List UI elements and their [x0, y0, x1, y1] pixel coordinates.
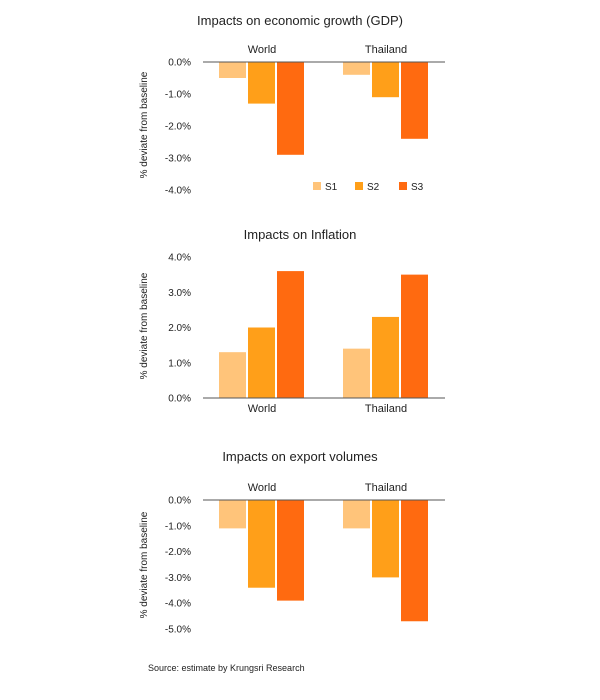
export-ytick-3: -3.0%	[165, 573, 191, 584]
export-bar-thailand-s3	[401, 500, 428, 622]
gdp-ytick-3: -3.0%	[165, 154, 191, 165]
legend-label-s1: S1	[325, 182, 338, 193]
inflation-ytick-2: 2.0%	[168, 323, 191, 334]
gdp-category-thailand: Thailand	[365, 44, 407, 56]
gdp-bar-world-s1	[219, 62, 246, 78]
export-bars	[203, 499, 445, 622]
gdp-y-axis-label: % deviate from baseline	[139, 71, 150, 178]
inflation-bar-world-s1	[219, 352, 246, 398]
inflation-y-axis-label: % deviate from baseline	[139, 272, 150, 379]
inflation-bar-world-s3	[277, 271, 304, 398]
gdp-ytick-2: -2.0%	[165, 122, 191, 133]
export-bar-world-s3	[277, 500, 304, 601]
export-y-axis-label: % deviate from baseline	[139, 511, 150, 618]
gdp-legend: S1 S2 S3	[313, 182, 424, 193]
gdp-chart: Impacts on economic growth (GDP) World T…	[139, 13, 445, 197]
export-ytick-5: -5.0%	[165, 625, 191, 636]
inflation-bar-thailand-s2	[372, 316, 399, 398]
inflation-bar-world-s2	[248, 327, 275, 398]
inflation-category-thailand: Thailand	[365, 403, 407, 415]
gdp-chart-title: Impacts on economic growth (GDP)	[197, 13, 403, 28]
legend-label-s3: S3	[411, 182, 424, 193]
inflation-ytick-3: 1.0%	[168, 358, 191, 369]
export-bar-thailand-s2	[372, 500, 399, 578]
export-chart-title: Impacts on export volumes	[222, 449, 378, 464]
legend-label-s2: S2	[367, 182, 380, 193]
gdp-bar-thailand-s2	[372, 62, 399, 98]
gdp-bar-thailand-s1	[343, 62, 370, 75]
inflation-chart: Impacts on Inflation World Thailand % de…	[139, 227, 445, 415]
legend-swatch-s2	[355, 182, 363, 190]
inflation-chart-title: Impacts on Inflation	[244, 227, 357, 242]
inflation-category-world: World	[248, 403, 277, 415]
legend-swatch-s1	[313, 182, 321, 190]
gdp-bar-world-s3	[277, 62, 304, 155]
inflation-bars	[203, 271, 445, 399]
gdp-ytick-4: -4.0%	[165, 186, 191, 197]
source-note: Source: estimate by Krungsri Research	[148, 663, 305, 673]
gdp-ytick-1: -1.0%	[165, 90, 191, 101]
export-bar-world-s2	[248, 500, 275, 588]
inflation-ytick-0: 4.0%	[168, 253, 191, 264]
export-chart: Impacts on export volumes World Thailand…	[139, 449, 445, 636]
gdp-bars	[203, 61, 445, 155]
export-bar-world-s1	[219, 500, 246, 529]
gdp-bar-thailand-s3	[401, 62, 428, 139]
inflation-bar-thailand-s1	[343, 348, 370, 398]
export-ytick-0: 0.0%	[168, 496, 191, 507]
gdp-ytick-0: 0.0%	[168, 58, 191, 69]
inflation-bar-thailand-s3	[401, 274, 428, 398]
legend-swatch-s3	[399, 182, 407, 190]
export-category-thailand: Thailand	[365, 482, 407, 494]
export-bar-thailand-s1	[343, 500, 370, 529]
inflation-ytick-4: 0.0%	[168, 394, 191, 405]
export-ytick-2: -2.0%	[165, 547, 191, 558]
gdp-category-world: World	[248, 44, 277, 56]
inflation-ytick-1: 3.0%	[168, 288, 191, 299]
gdp-bar-world-s2	[248, 62, 275, 104]
export-category-world: World	[248, 482, 277, 494]
export-ytick-4: -4.0%	[165, 599, 191, 610]
export-ytick-1: -1.0%	[165, 521, 191, 532]
